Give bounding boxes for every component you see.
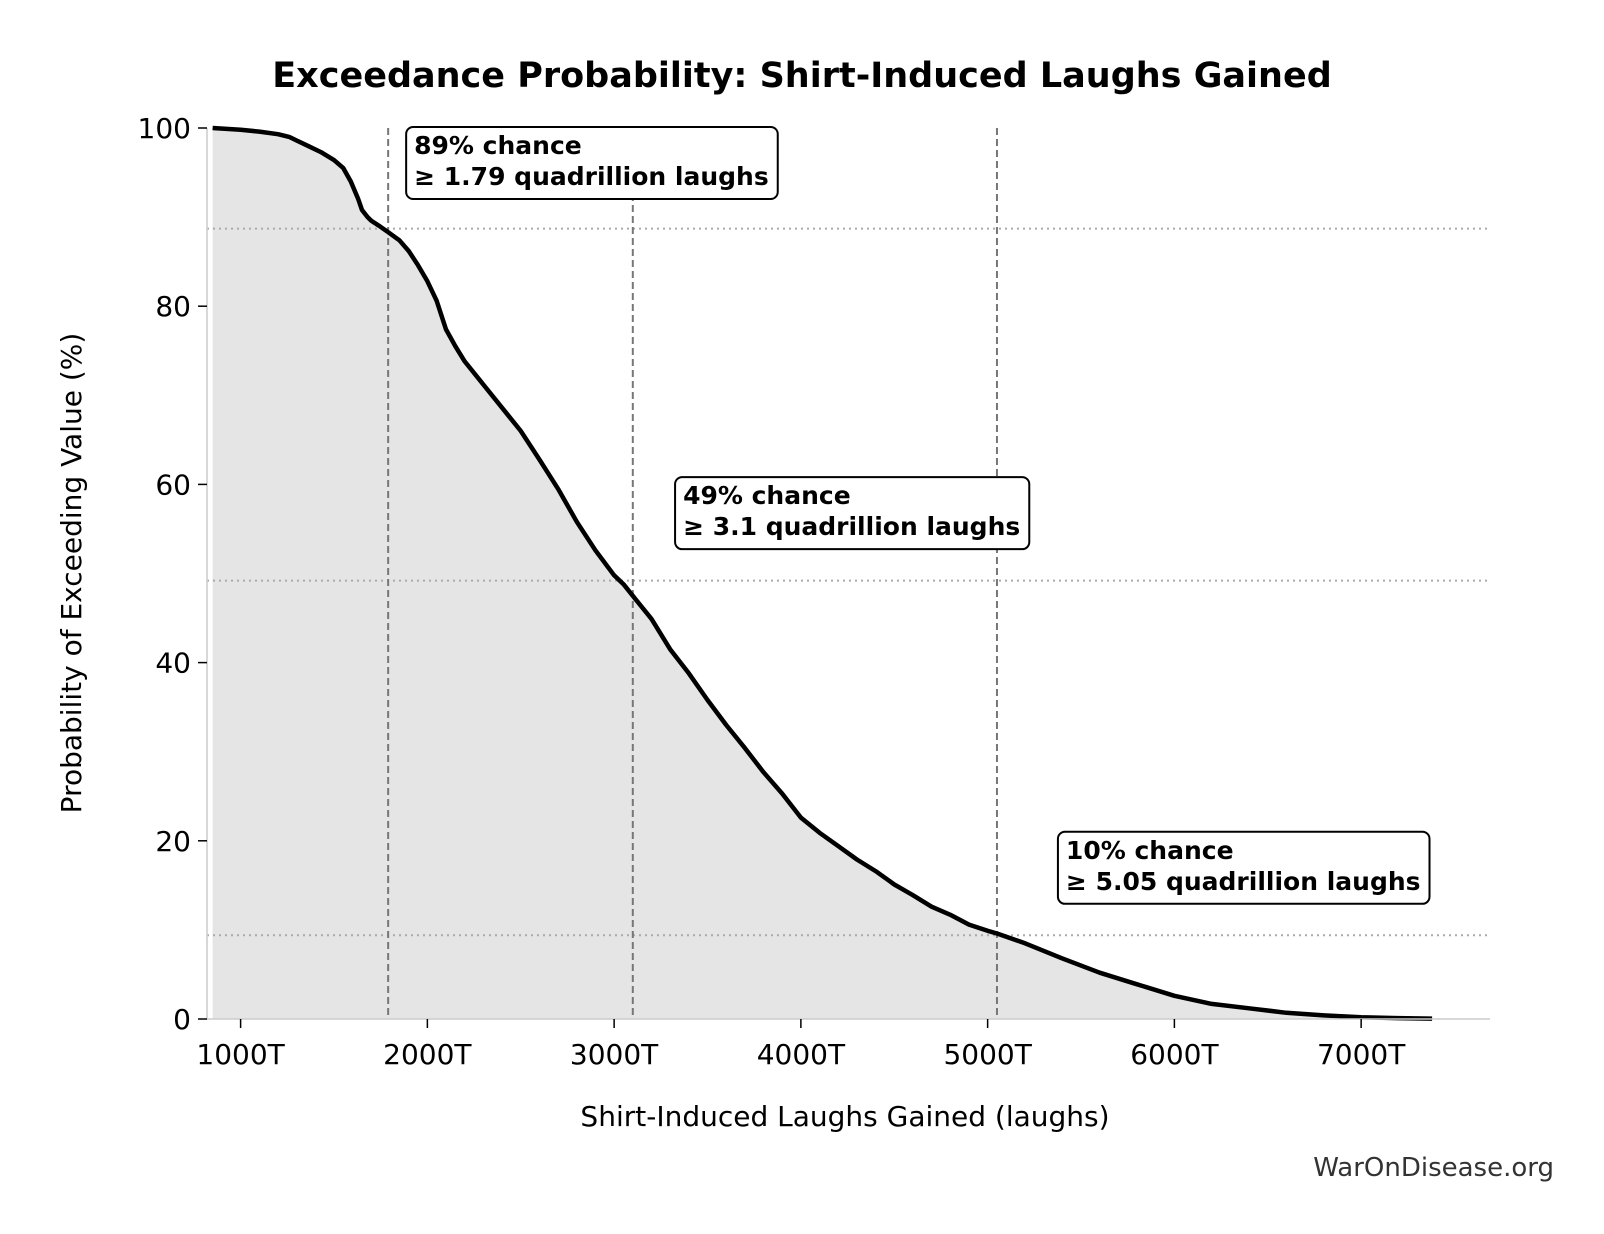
annotation-box xyxy=(674,476,1031,551)
x-axis-label: Shirt-Induced Laughs Gained (laughs) xyxy=(580,1100,1109,1133)
y-tick-label: 100 xyxy=(138,112,191,145)
exceedance-area-fill xyxy=(212,128,1433,1019)
annotation-chance: 49% chance xyxy=(683,481,851,510)
watermark: WarOnDisease.org xyxy=(1313,1153,1554,1183)
annotation-chance: 10% chance xyxy=(1066,836,1234,865)
y-tick-label: 20 xyxy=(155,825,191,858)
x-tick-label: 3000T xyxy=(570,1038,659,1071)
value-reference-lines xyxy=(387,128,998,1019)
y-axis-ticks: 0 20 40 60 80 100 xyxy=(138,112,207,1036)
x-tick-label: 5000T xyxy=(943,1038,1032,1071)
x-tick-label: 1000T xyxy=(196,1038,285,1071)
y-tick-label: 60 xyxy=(155,468,191,501)
x-tick-label: 7000T xyxy=(1317,1038,1406,1071)
axes xyxy=(206,128,1490,1020)
x-tick-label: 2000T xyxy=(383,1038,472,1071)
annotations: 89% chance≥ 1.79 quadrillion laughs 49% c… xyxy=(405,126,1431,905)
x-tick-label: 4000T xyxy=(757,1038,846,1071)
plot-area xyxy=(207,125,1490,1021)
probability-reference-lines xyxy=(207,227,1490,937)
chart-title: Exceedance Probability: Shirt-Induced La… xyxy=(272,56,1332,96)
annotation-box xyxy=(1056,830,1431,905)
x-axis-ticks: 1000T 2000T 3000T 4000T 5000T 6000T 7000T xyxy=(196,1019,1406,1071)
x-tick-label: 6000T xyxy=(1130,1038,1219,1071)
y-tick-label: 40 xyxy=(155,647,191,680)
annotation-1: 49% chance≥ 3.1 quadrillion laughs xyxy=(674,476,1031,551)
y-tick-label: 0 xyxy=(173,1003,191,1036)
exceedance-curve xyxy=(212,125,1433,1021)
y-tick-label: 80 xyxy=(155,290,191,323)
annotation-box xyxy=(405,126,779,200)
annotation-value: ≥ 5.05 quadrillion laughs xyxy=(1066,867,1421,896)
y-axis-label: Probability of Exceeding Value (%) xyxy=(55,333,88,814)
annotation-chance: 89% chance xyxy=(414,131,582,160)
annotation-2: 10% chance≥ 5.05 quadrillion laughs xyxy=(1056,830,1431,905)
annotation-value: ≥ 3.1 quadrillion laughs xyxy=(683,512,1020,541)
annotation-value: ≥ 1.79 quadrillion laughs xyxy=(414,162,769,191)
annotation-0: 89% chance≥ 1.79 quadrillion laughs xyxy=(405,126,779,200)
